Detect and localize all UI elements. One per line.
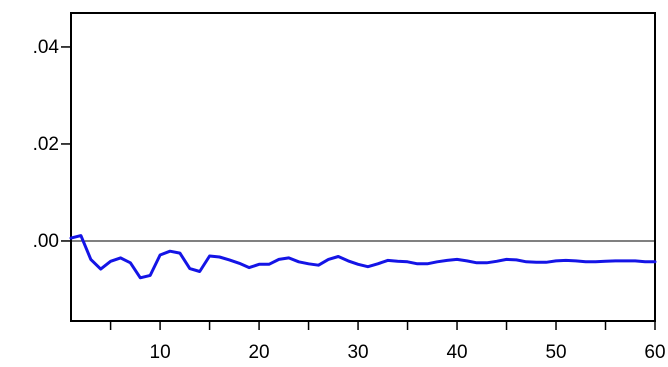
y-axis-ticks: .00 .02 .04 [33, 37, 71, 252]
x-tick-label: 30 [347, 342, 368, 363]
x-tick-label: 60 [644, 342, 665, 363]
y-tick-label: .02 [33, 134, 59, 155]
plot-frame [70, 12, 656, 322]
x-axis-ticks: 10 20 30 40 50 60 [109, 321, 666, 363]
y-tick-label: .00 [33, 231, 59, 252]
x-tick-label: 40 [446, 342, 467, 363]
x-tick-label: 50 [545, 342, 566, 363]
x-tick-label: 10 [150, 342, 171, 363]
x-tick-label: 20 [248, 342, 269, 363]
y-tick-label: .04 [33, 37, 60, 58]
series-line [69, 234, 657, 280]
